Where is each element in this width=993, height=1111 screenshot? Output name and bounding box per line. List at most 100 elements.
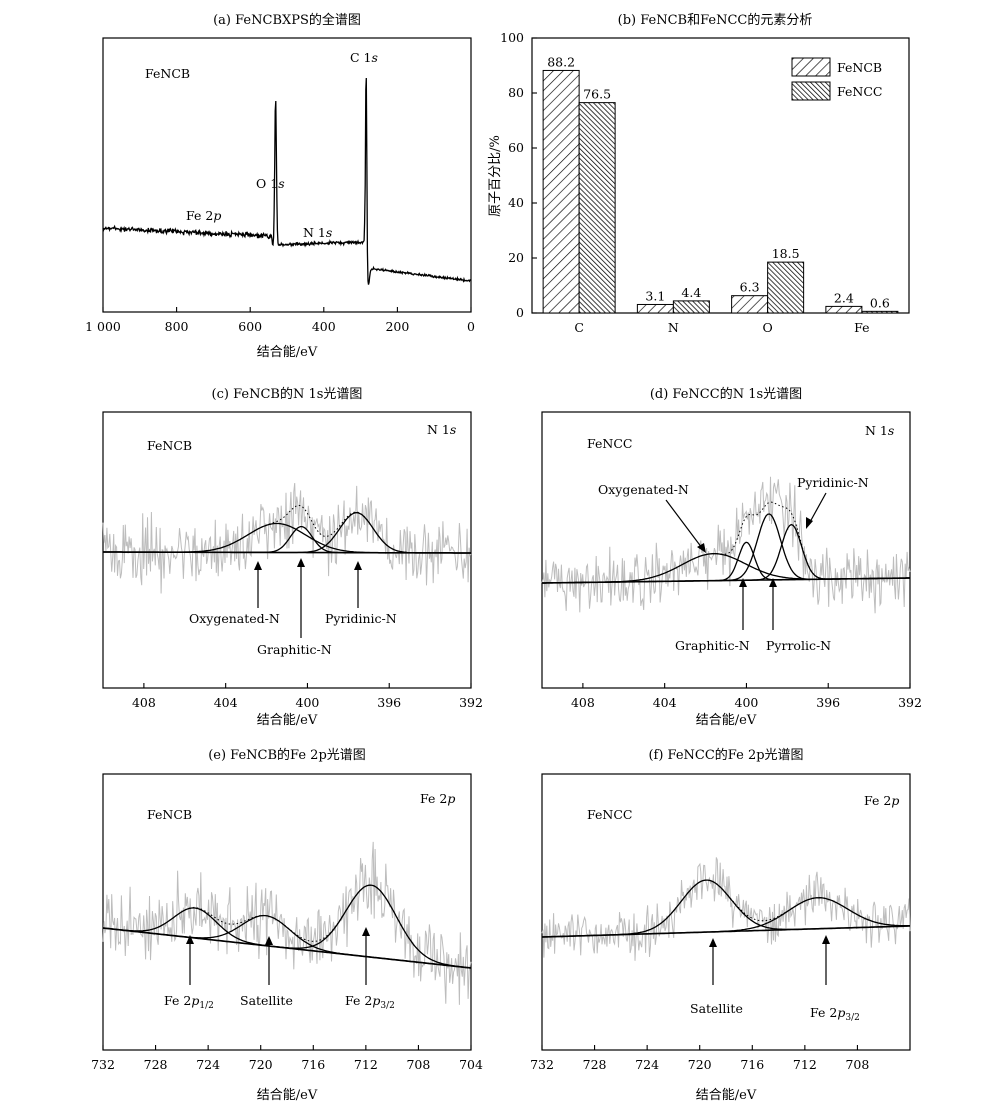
x-tick-label: 400	[296, 695, 320, 710]
panel-d-oxygenated-n-label: Oxygenated-N	[598, 482, 689, 497]
panel-d-graphitic-n-arrowhead	[739, 578, 747, 587]
o1s-peak-label: O 1s	[256, 176, 285, 191]
panel-b-title: (b) FeNCB和FeNCC的元素分析	[618, 12, 813, 28]
bar-value-label: 3.1	[645, 288, 665, 303]
panel-d-sample-label: FeNCC	[587, 436, 632, 451]
panel-e-baseline	[102, 927, 472, 969]
bar-fencb-c	[542, 69, 580, 314]
panel-e-sample-label: FeNCB	[147, 807, 192, 822]
x-tick-label: 408	[132, 695, 156, 710]
panel-a-title: (a) FeNCBXPS的全谱图	[213, 12, 361, 28]
bar-fencb-fe	[825, 305, 863, 314]
y-tick-label: 40	[508, 195, 524, 210]
panel-e-title: (e) FeNCB的Fe 2p光谱图	[208, 747, 366, 763]
x-tick-label: 712	[793, 1057, 817, 1072]
panel-d-oxygenated-n-arrow	[665, 499, 703, 549]
panel-f: (f) FeNCC的Fe 2p光谱图 732 728 724 720 716 712 708…	[530, 747, 911, 1103]
panel-f-satellite-arrowhead	[709, 938, 717, 947]
panel-f-x-axis-title: 结合能/eV	[696, 1088, 757, 1103]
panel-b-frame	[531, 37, 910, 314]
panel-d-x-axis-title: 结合能/eV	[696, 713, 757, 728]
x-tick-label: 724	[635, 1057, 659, 1072]
x-category-label: C	[574, 320, 584, 335]
x-tick-label: 408	[571, 695, 595, 710]
y-tick-label: 0	[516, 305, 524, 320]
panel-a-x-ticks: 1 000 800 600 400 200 0	[85, 307, 475, 334]
panel-f-title: (f) FeNCC的Fe 2p光谱图	[648, 747, 803, 763]
panel-f-fe2p32-arrowhead	[822, 935, 830, 944]
panel-b: (b) FeNCB和FeNCC的元素分析 0 20 40 60 80 100 88.2 76…	[488, 12, 910, 335]
panel-f-frame	[541, 773, 911, 1051]
x-tick-label: 404	[653, 695, 677, 710]
n1s-peak-label: N 1s	[303, 225, 332, 240]
panel-c-oxygenated-n-arrowhead	[254, 561, 262, 570]
bar-value-label: 4.4	[681, 285, 701, 300]
panel-d-pyridinic-n-arrow	[809, 492, 827, 523]
panel-c-graphitic-n-arrowhead	[297, 558, 305, 567]
y-tick-label: 20	[508, 250, 524, 265]
x-tick-label: 1 000	[85, 319, 121, 334]
bar-fencc-o	[767, 261, 805, 314]
panel-c-pyridinic-n-label: Pyridinic-N	[325, 611, 397, 626]
x-tick-label: 600	[238, 319, 262, 334]
panel-f-x-ticks: 732 728 724 720 716 712 708	[530, 1045, 869, 1072]
bar-value-label: 76.5	[583, 87, 611, 102]
x-tick-label: 708	[845, 1057, 869, 1072]
bar-fencc-n	[672, 300, 710, 314]
panel-e-x-axis-title: 结合能/eV	[257, 1088, 318, 1103]
panel-f-satellite-label: Satellite	[690, 1001, 743, 1016]
panel-c-raw-spectrum	[102, 482, 472, 594]
x-tick-label: 712	[354, 1057, 378, 1072]
panel-e-fe2p12-label: Fe 2p1/2	[164, 993, 214, 1011]
c1s-peak-label: C 1s	[350, 50, 378, 65]
fe2p-peak-label: Fe 2p	[186, 208, 221, 223]
panel-b-bars: 88.2 76.5 3.1 4.4 6.3 18.5 2.4 0.6	[542, 54, 899, 314]
panel-e-frame	[102, 773, 472, 1051]
x-tick-label: 732	[91, 1057, 115, 1072]
panel-e-fe2p32-arrowhead	[362, 927, 370, 936]
x-tick-label: 392	[459, 695, 483, 710]
y-tick-label: 80	[508, 85, 524, 100]
x-tick-label: 404	[214, 695, 238, 710]
panel-e-x-ticks: 732 728 724 720 716 712 708 704	[91, 1045, 483, 1072]
panel-b-y-ticks: 0 20 40 60 80 100	[500, 30, 537, 320]
legend-fencc-swatch	[791, 81, 831, 101]
panel-d-x-ticks: 408 404 400 396 392	[571, 683, 922, 710]
panel-d: (d) FeNCC的N 1s光谱图 408 404 400 396 392 FeNCC …	[541, 386, 922, 728]
panel-a: (a) FeNCBXPS的全谱图 1 000 800 600 400 200 0 FeNC…	[85, 12, 475, 360]
panel-e: (e) FeNCB的Fe 2p光谱图 732 728 724 720 716 712 708…	[91, 747, 483, 1103]
legend-fencc-label: FeNCC	[837, 84, 882, 99]
panel-d-pyrrolic-n-label: Pyrrolic-N	[766, 638, 831, 653]
panel-f-fe2p32-label: Fe 2p3/2	[810, 1005, 860, 1023]
panel-d-raw-spectrum	[541, 476, 911, 614]
panel-f-raw-spectrum	[541, 857, 911, 961]
bar-fencc-fe	[861, 310, 899, 314]
panel-c-oxygenated-n-label: Oxygenated-N	[189, 611, 280, 626]
panel-c-frame	[102, 411, 472, 689]
panel-f-baseline	[542, 925, 910, 938]
x-tick-label: 720	[249, 1057, 273, 1072]
survey-spectrum-line	[102, 77, 472, 285]
panel-c-region-label: N 1s	[427, 422, 456, 437]
panel-d-title: (d) FeNCC的N 1s光谱图	[650, 386, 802, 402]
x-tick-label: 396	[377, 695, 401, 710]
panel-d-pyridinic-n-label: Pyridinic-N	[797, 475, 869, 490]
y-tick-label: 100	[500, 30, 524, 45]
bar-value-label: 2.4	[834, 290, 854, 305]
panel-b-y-axis-title: 原子百分比/%	[488, 135, 503, 217]
panel-e-fe2p32-label: Fe 2p3/2	[345, 993, 395, 1011]
bar-fencc-c	[578, 102, 616, 314]
bar-value-label: 88.2	[547, 54, 575, 69]
x-tick-label: 732	[530, 1057, 554, 1072]
panel-e-raw-spectrum	[102, 841, 472, 1005]
x-tick-label: 396	[816, 695, 840, 710]
panel-a-x-axis-title: 结合能/eV	[257, 345, 318, 360]
bar-fencb-n	[636, 303, 674, 314]
panel-e-fe2p12-arrowhead	[186, 935, 194, 944]
panel-f-sample-label: FeNCC	[587, 807, 632, 822]
x-tick-label: 800	[165, 319, 189, 334]
x-tick-label: 708	[406, 1057, 430, 1072]
legend-fencb-label: FeNCB	[837, 60, 882, 75]
x-tick-label: 392	[898, 695, 922, 710]
